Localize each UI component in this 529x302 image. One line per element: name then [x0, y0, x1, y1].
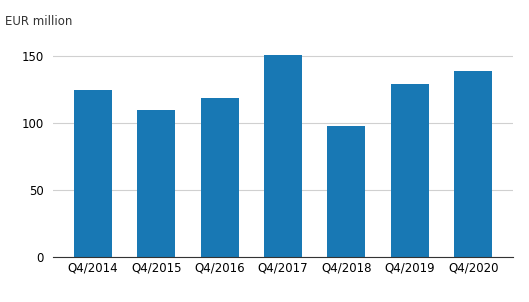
- Text: EUR million: EUR million: [5, 15, 72, 28]
- Bar: [391, 84, 429, 257]
- Bar: [74, 90, 112, 257]
- Bar: [200, 98, 239, 257]
- Bar: [327, 126, 366, 257]
- Bar: [137, 110, 175, 257]
- Bar: [454, 71, 492, 257]
- Bar: [264, 55, 302, 257]
